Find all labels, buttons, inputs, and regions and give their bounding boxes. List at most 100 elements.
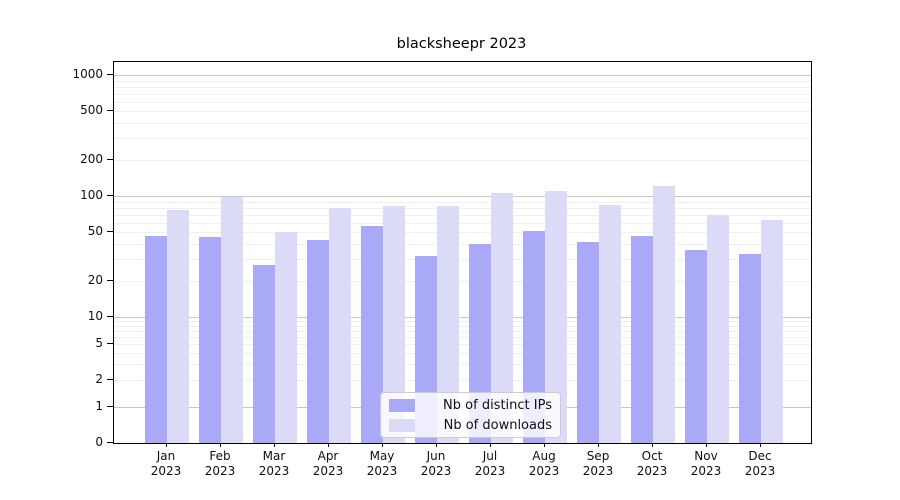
- y-tick-mark: [107, 316, 113, 317]
- minor-gridline: [114, 280, 811, 282]
- x-tick-mark: [382, 443, 383, 447]
- minor-gridline: [114, 325, 811, 327]
- minor-gridline: [114, 232, 811, 234]
- bar-downloads: [707, 214, 729, 443]
- bar-distinct-ips: [145, 235, 167, 443]
- minor-gridline: [114, 201, 811, 203]
- y-tick-label: 500: [80, 103, 103, 118]
- bar-distinct-ips: [523, 231, 545, 443]
- x-tick-label: Jun 2023: [420, 449, 452, 478]
- bar-downloads: [383, 205, 405, 443]
- minor-gridline: [114, 111, 811, 113]
- y-tick-mark: [107, 110, 113, 112]
- y-tick-mark: [107, 195, 113, 196]
- bar-downloads: [545, 191, 567, 443]
- minor-gridline: [114, 138, 811, 140]
- legend-label: Nb of downloads: [443, 417, 552, 433]
- y-tick-mark: [107, 74, 113, 75]
- bar-downloads: [491, 193, 513, 443]
- bar-distinct-ips: [253, 264, 275, 443]
- legend-item-downloads: Nb of downloads: [389, 418, 552, 433]
- x-tick-mark: [652, 443, 653, 447]
- minor-gridline: [114, 86, 811, 88]
- minor-gridline: [114, 379, 811, 381]
- minor-gridline: [114, 259, 811, 261]
- bar-distinct-ips: [199, 236, 221, 443]
- bar-downloads: [275, 232, 297, 443]
- minor-gridline: [114, 214, 811, 216]
- x-tick-mark: [544, 443, 545, 447]
- y-tick-label: 200: [80, 151, 103, 166]
- y-tick-mark: [107, 279, 113, 281]
- y-tick-label: 10: [87, 309, 103, 323]
- x-tick-label: Mar 2023: [258, 449, 290, 478]
- y-tick-mark: [107, 442, 113, 443]
- y-tick-mark: [107, 231, 113, 233]
- y-tick-mark: [107, 158, 113, 160]
- x-tick-label: Apr 2023: [312, 449, 344, 478]
- y-tick-mark: [107, 406, 113, 407]
- minor-gridline: [114, 93, 811, 95]
- bar-distinct-ips: [631, 235, 653, 443]
- legend: Nb of distinct IPs Nb of downloads: [380, 392, 561, 438]
- y-tick-label: 1: [95, 399, 103, 413]
- bar-downloads: [653, 186, 675, 443]
- bar-distinct-ips: [685, 249, 707, 443]
- x-tick-mark: [706, 443, 707, 447]
- x-tick-label: Sep 2023: [582, 449, 614, 478]
- minor-gridline: [114, 80, 811, 82]
- x-tick-mark: [598, 443, 599, 447]
- bar-downloads: [167, 209, 189, 443]
- chart-title: blacksheepr 2023: [396, 36, 527, 52]
- x-tick-label: Jul 2023: [474, 449, 506, 478]
- x-tick-mark: [328, 443, 329, 447]
- y-tick-mark: [107, 378, 113, 380]
- x-tick-mark: [166, 443, 167, 447]
- legend-item-distinct-ips: Nb of distinct IPs: [389, 398, 552, 413]
- minor-gridline: [114, 222, 811, 224]
- minor-gridline: [114, 123, 811, 125]
- minor-gridline: [114, 244, 811, 246]
- bar-downloads: [221, 197, 243, 443]
- bar-distinct-ips: [307, 240, 329, 443]
- x-tick-mark: [220, 443, 221, 447]
- minor-gridline: [114, 352, 811, 354]
- major-gridline: [114, 196, 811, 197]
- minor-gridline: [114, 330, 811, 332]
- x-tick-label: Jan 2023: [150, 449, 182, 478]
- x-tick-mark: [760, 443, 761, 447]
- major-gridline: [114, 75, 811, 76]
- minor-gridline: [114, 207, 811, 209]
- x-tick-label: Feb 2023: [204, 449, 236, 478]
- bar-distinct-ips: [739, 254, 761, 443]
- minor-gridline: [114, 101, 811, 103]
- x-tick-label: Aug 2023: [528, 449, 560, 478]
- bar-downloads: [437, 206, 459, 443]
- bar-downloads: [329, 207, 351, 443]
- x-tick-label: Oct 2023: [636, 449, 668, 478]
- bar-distinct-ips: [577, 241, 599, 443]
- x-tick-mark: [274, 443, 275, 447]
- y-tick-label: 1000: [72, 67, 103, 81]
- plot-area: [113, 61, 812, 444]
- downloads-swatch-icon: [389, 418, 415, 432]
- bar-downloads: [599, 204, 621, 443]
- minor-gridline: [114, 364, 811, 366]
- x-tick-mark: [436, 443, 437, 447]
- minor-gridline: [114, 159, 811, 161]
- y-tick-label: 5: [95, 336, 103, 351]
- x-tick-label: Nov 2023: [690, 449, 722, 478]
- minor-gridline: [114, 344, 811, 346]
- bar-downloads: [761, 220, 783, 443]
- y-tick-label: 20: [87, 272, 103, 287]
- y-tick-label: 50: [87, 224, 103, 239]
- y-tick-mark: [107, 343, 113, 345]
- legend-label: Nb of distinct IPs: [443, 397, 552, 413]
- y-tick-label: 2: [95, 371, 103, 386]
- distinct-ips-swatch-icon: [389, 398, 415, 412]
- minor-gridline: [114, 336, 811, 338]
- major-gridline: [114, 317, 811, 318]
- y-tick-label: 0: [95, 435, 103, 449]
- y-tick-label: 100: [80, 188, 103, 202]
